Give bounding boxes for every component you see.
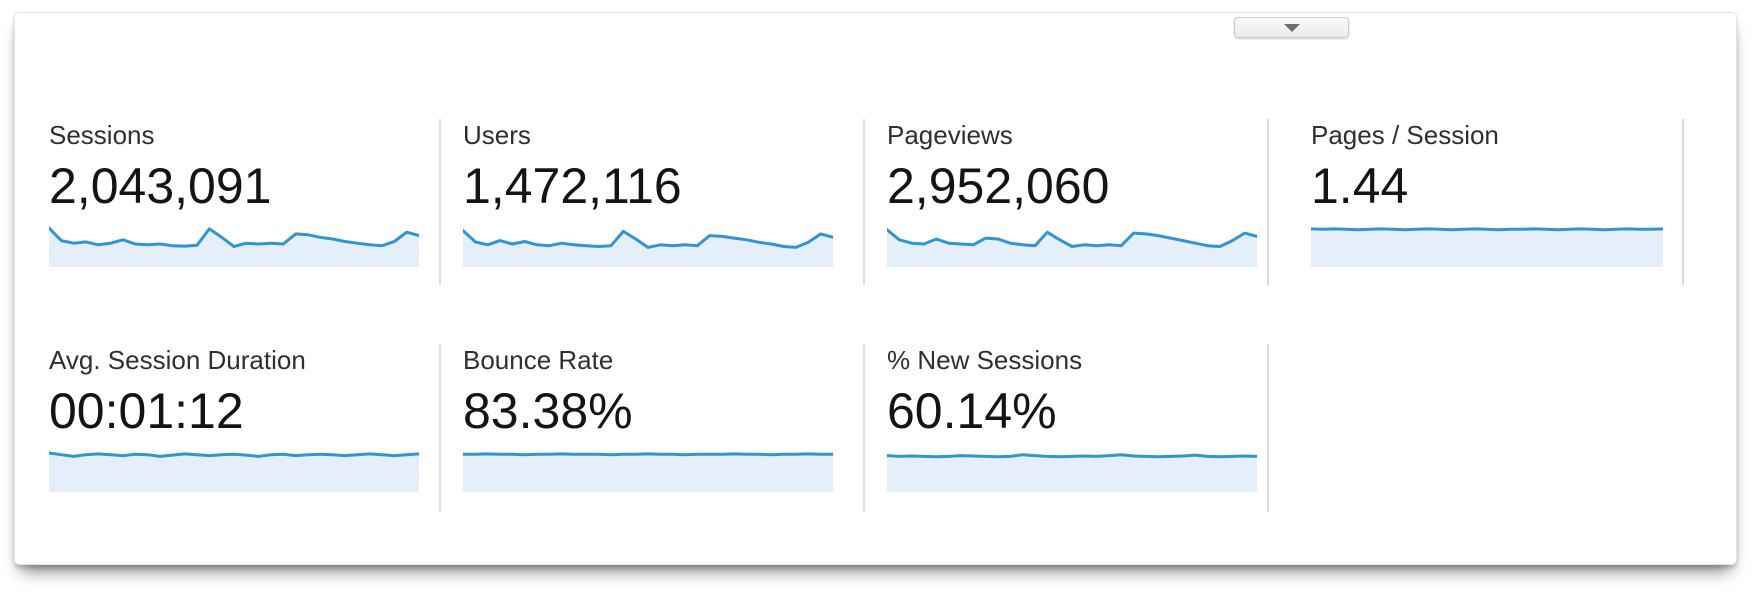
column-divider (863, 119, 865, 285)
column-divider (863, 344, 865, 512)
metric-value: 00:01:12 (49, 383, 244, 439)
column-divider (1267, 344, 1269, 512)
collapse-panel-button[interactable] (1234, 17, 1349, 38)
column-divider (1267, 119, 1269, 285)
metric-label: Users (463, 120, 531, 150)
sparkline-chart (463, 452, 833, 492)
metric-label: % New Sessions (887, 345, 1083, 375)
metric-value: 83.38% (463, 383, 633, 439)
column-divider (1682, 119, 1684, 285)
sparkline-chart (1311, 227, 1663, 267)
sparkline-chart (49, 226, 419, 267)
metric-value: 2,952,060 (887, 158, 1110, 214)
metric-card-pages-per-session: Pages / Session 1.44 (1311, 119, 1681, 267)
sparkline-chart (463, 229, 833, 267)
sparkline-chart (887, 453, 1257, 492)
metric-card-pageviews: Pageviews 2,952,060 (887, 119, 1257, 267)
chevron-down-icon (1283, 23, 1300, 32)
metric-value: 1,472,116 (463, 158, 682, 214)
column-divider (439, 344, 441, 512)
metric-card-avg-session-duration: Avg. Session Duration 00:01:12 (49, 344, 419, 492)
metric-label: Bounce Rate (463, 345, 614, 375)
metric-label: Pageviews (887, 120, 1013, 150)
metric-label: Pages / Session (1311, 120, 1499, 150)
metric-value: 2,043,091 (49, 158, 272, 214)
metric-card-users: Users 1,472,116 (463, 119, 833, 267)
metrics-panel: Sessions 2,043,091 Users 1,472,116 Pagev… (14, 12, 1737, 565)
metric-label: Sessions (49, 120, 155, 150)
metric-value: 1.44 (1311, 158, 1409, 214)
metric-card-percent-new-sessions: % New Sessions 60.14% (887, 344, 1257, 492)
metric-card-bounce-rate: Bounce Rate 83.38% (463, 344, 833, 492)
sparkline-chart (49, 451, 419, 492)
metric-value: 60.14% (887, 383, 1057, 439)
metric-card-sessions: Sessions 2,043,091 (49, 119, 419, 267)
column-divider (439, 119, 441, 285)
metric-label: Avg. Session Duration (49, 345, 306, 375)
sparkline-chart (887, 228, 1257, 267)
